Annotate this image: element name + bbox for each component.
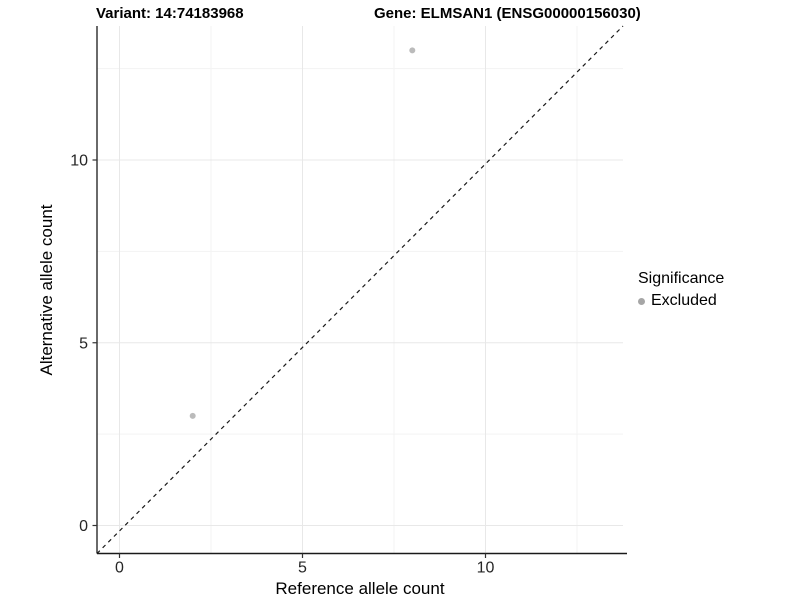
x-axis-title: Reference allele count [275, 579, 445, 598]
y-tick-label: 0 [79, 518, 88, 535]
legend-item: Excluded [638, 291, 724, 311]
y-tick-label: 10 [70, 153, 88, 170]
identity-line [96, 25, 624, 554]
legend-title: Significance [638, 270, 725, 287]
legend-item-label: Excluded [651, 292, 717, 309]
y-tick-label: 5 [79, 335, 88, 352]
data-point [189, 412, 196, 419]
legend-items: Excluded [638, 291, 724, 311]
data-point [409, 47, 416, 54]
y-axis-title: Alternative allele count [37, 204, 56, 376]
x-tick-label: 0 [115, 560, 124, 577]
legend-swatch-dot-icon [638, 297, 645, 305]
gene-title: Gene: ELMSAN1 (ENSG00000156030) [374, 5, 641, 22]
x-tick-label: 5 [298, 560, 307, 577]
legend: Significance Excluded [638, 270, 724, 311]
x-tick-label: 10 [477, 560, 495, 577]
variant-title: Variant: 14:74183968 [96, 5, 244, 22]
